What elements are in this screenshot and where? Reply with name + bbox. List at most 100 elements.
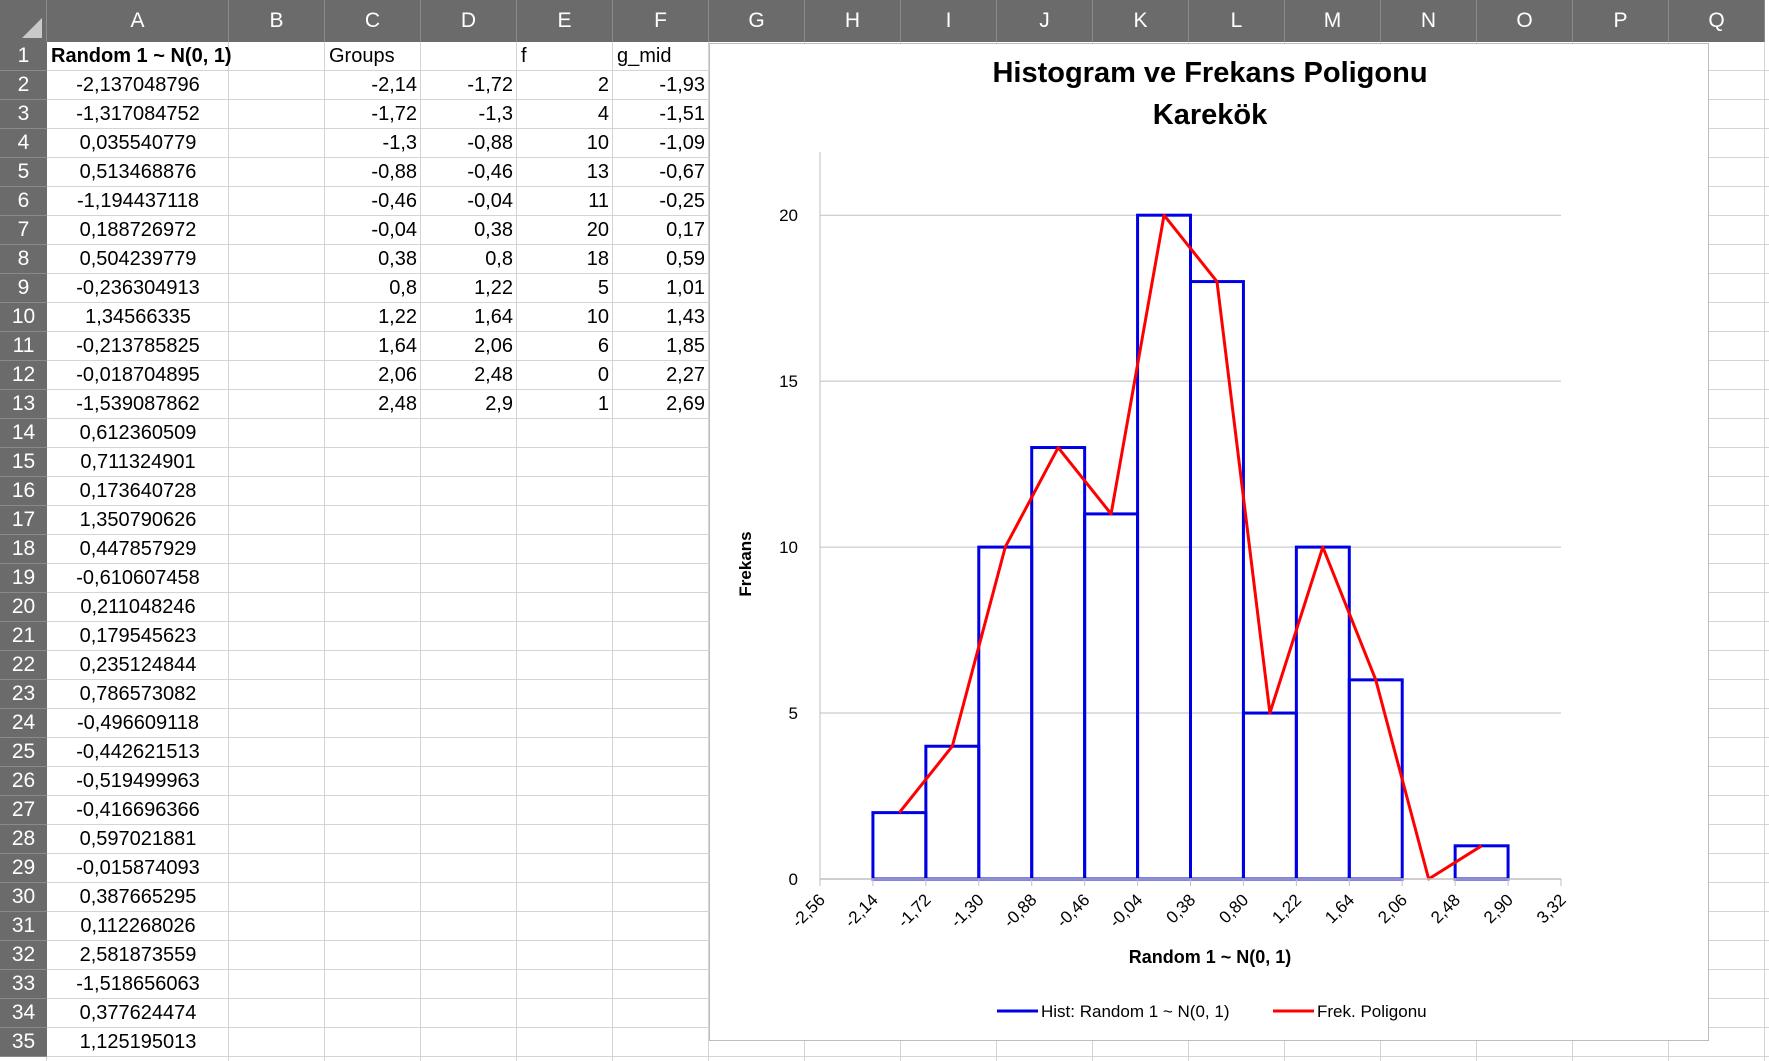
cell-e2[interactable]: 2 [597, 74, 609, 96]
cell-d2[interactable]: -1,72 [467, 74, 513, 96]
cell-c6[interactable]: -0,46 [371, 190, 417, 212]
cell-a27[interactable]: -0,416696366 [76, 799, 200, 821]
cell-c3[interactable]: -1,72 [371, 103, 417, 125]
row-header-27[interactable]: 27 [0, 796, 47, 825]
cell-d6[interactable]: -0,04 [467, 190, 513, 212]
cell-e13[interactable]: 1 [597, 393, 609, 415]
cell-a22[interactable]: 0,235124844 [79, 654, 197, 676]
row-header-31[interactable]: 31 [0, 912, 47, 941]
row-header-8[interactable]: 8 [0, 245, 47, 274]
cell-a12[interactable]: -0,018704895 [76, 364, 200, 386]
cell-a17[interactable]: 1,350790626 [79, 509, 197, 531]
cell-f8[interactable]: 0,59 [666, 248, 705, 270]
cell-a33[interactable]: -1,518656063 [76, 973, 200, 995]
cell-a3[interactable]: -1,317084752 [76, 103, 200, 125]
row-header-34[interactable]: 34 [0, 999, 47, 1028]
cell-a24[interactable]: -0,496609118 [77, 712, 199, 734]
cell-a11[interactable]: -0,213785825 [76, 335, 200, 357]
row-header-21[interactable]: 21 [0, 622, 47, 651]
row-header-32[interactable]: 32 [0, 941, 47, 970]
cell-e4[interactable]: 10 [586, 132, 609, 154]
row-header-13[interactable]: 13 [0, 390, 47, 419]
cell-d13[interactable]: 2,9 [485, 393, 513, 415]
cell-a1-header[interactable]: Random 1 ~ N(0, 1) [51, 45, 232, 67]
row-header-15[interactable]: 15 [0, 448, 47, 477]
cell-d11[interactable]: 2,06 [474, 335, 513, 357]
column-header-b[interactable]: B [229, 0, 325, 42]
cell-a14[interactable]: 0,612360509 [79, 422, 197, 444]
cell-a26[interactable]: -0,519499963 [76, 770, 200, 792]
column-header-l[interactable]: L [1189, 0, 1285, 42]
cell-a7[interactable]: 0,188726972 [79, 219, 197, 241]
cell-d4[interactable]: -0,88 [467, 132, 513, 154]
chart-area[interactable]: Histogram ve Frekans Poligonu Karekök 0 5… [709, 43, 1709, 1041]
row-header-9[interactable]: 9 [0, 274, 47, 303]
cell-c12[interactable]: 2,06 [378, 364, 417, 386]
row-header-20[interactable]: 20 [0, 593, 47, 622]
row-header-16[interactable]: 16 [0, 477, 47, 506]
row-header-4[interactable]: 4 [0, 129, 47, 158]
cell-f1-header[interactable]: g_mid [617, 45, 672, 67]
select-all-corner[interactable] [0, 0, 47, 42]
cell-f12[interactable]: 2,27 [666, 364, 705, 386]
cell-a15[interactable]: 0,711324901 [80, 451, 196, 473]
cell-f2[interactable]: -1,93 [659, 74, 705, 96]
cell-a13[interactable]: -1,539087862 [76, 393, 200, 415]
cell-d5[interactable]: -0,46 [467, 161, 513, 183]
row-header-25[interactable]: 25 [0, 738, 47, 767]
cell-f6[interactable]: -0,25 [659, 190, 705, 212]
cell-a31[interactable]: 0,112268026 [80, 915, 196, 937]
cell-a29[interactable]: -0,015874093 [76, 857, 200, 879]
row-header-14[interactable]: 14 [0, 419, 47, 448]
cell-a16[interactable]: 0,173640728 [79, 480, 197, 502]
cell-c7[interactable]: -0,04 [371, 219, 417, 241]
cell-e8[interactable]: 18 [586, 248, 609, 270]
cell-e6[interactable]: 11 [588, 190, 609, 212]
column-header-n[interactable]: N [1381, 0, 1477, 42]
row-header-28[interactable]: 28 [0, 825, 47, 854]
cell-a30[interactable]: 0,387665295 [79, 886, 197, 908]
row-header-18[interactable]: 18 [0, 535, 47, 564]
cell-e12[interactable]: 0 [597, 364, 609, 386]
cell-a6[interactable]: -1,194437118 [77, 190, 199, 212]
cell-c1-header[interactable]: Groups [329, 45, 395, 67]
column-header-h[interactable]: H [805, 0, 901, 42]
column-header-c[interactable]: C [325, 0, 421, 42]
column-header-p[interactable]: P [1573, 0, 1669, 42]
column-header-i[interactable]: I [901, 0, 997, 42]
column-header-m[interactable]: M [1285, 0, 1381, 42]
cell-a34[interactable]: 0,377624474 [79, 1002, 197, 1024]
cell-a23[interactable]: 0,786573082 [79, 683, 197, 705]
cell-f11[interactable]: 1,85 [666, 335, 705, 357]
cell-a25[interactable]: -0,442621513 [76, 741, 200, 763]
row-header-12[interactable]: 12 [0, 361, 47, 390]
cell-d3[interactable]: -1,3 [478, 103, 513, 125]
row-header-33[interactable]: 33 [0, 970, 47, 999]
cell-f3[interactable]: -1,51 [659, 103, 705, 125]
cell-c13[interactable]: 2,48 [378, 393, 417, 415]
cell-f9[interactable]: 1,01 [666, 277, 705, 299]
column-header-j[interactable]: J [997, 0, 1093, 42]
row-header-5[interactable]: 5 [0, 158, 47, 187]
cell-f13[interactable]: 2,69 [666, 393, 705, 415]
cell-c8[interactable]: 0,38 [378, 248, 417, 270]
cell-a28[interactable]: 0,597021881 [79, 828, 197, 850]
column-header-f[interactable]: F [613, 0, 709, 42]
cell-c5[interactable]: -0,88 [371, 161, 417, 183]
row-header-11[interactable]: 11 [0, 332, 47, 361]
row-header-30[interactable]: 30 [0, 883, 47, 912]
cell-f7[interactable]: 0,17 [666, 219, 705, 241]
row-header-17[interactable]: 17 [0, 506, 47, 535]
cell-d7[interactable]: 0,38 [474, 219, 513, 241]
column-header-d[interactable]: D [421, 0, 517, 42]
cell-d12[interactable]: 2,48 [474, 364, 513, 386]
cell-c2[interactable]: -2,14 [371, 74, 417, 96]
cell-a20[interactable]: 0,211048246 [80, 596, 196, 618]
row-header-3[interactable]: 3 [0, 100, 47, 129]
cell-a8[interactable]: 0,504239779 [79, 248, 197, 270]
cell-a2[interactable]: -2,137048796 [76, 74, 200, 96]
row-header-1[interactable]: 1 [0, 42, 47, 71]
column-header-q[interactable]: Q [1669, 0, 1765, 42]
cell-d9[interactable]: 1,22 [474, 277, 513, 299]
row-header-29[interactable]: 29 [0, 854, 47, 883]
